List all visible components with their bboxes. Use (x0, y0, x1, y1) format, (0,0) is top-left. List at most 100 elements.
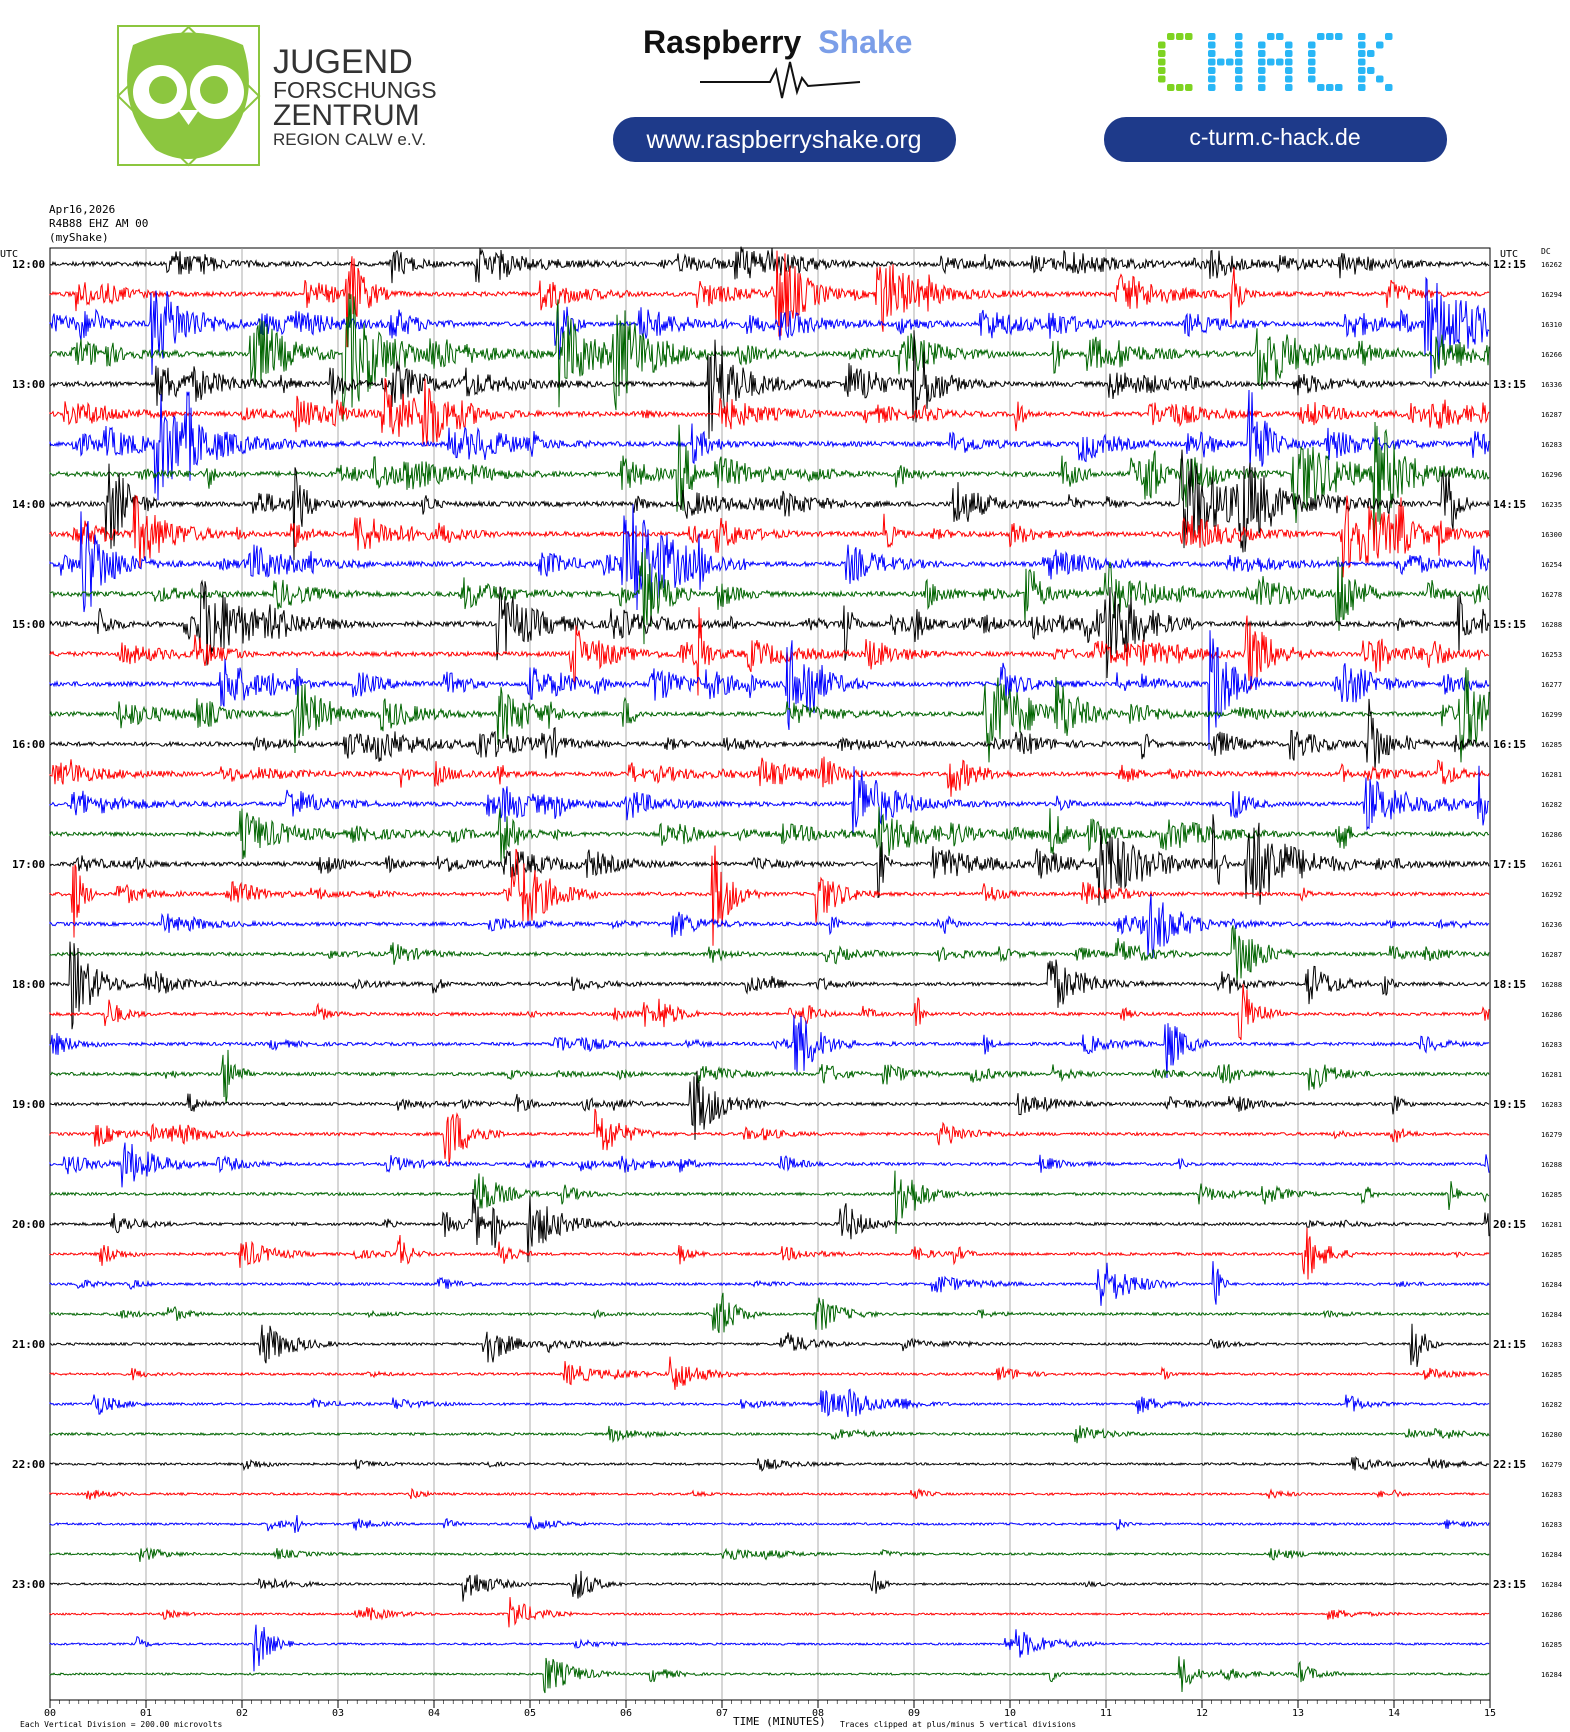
dc-value-label: 16285 (1541, 1251, 1562, 1259)
rs-title-raspberry: Raspberry (643, 24, 802, 60)
dc-value-label: 16284 (1541, 1281, 1562, 1289)
seismic-trace (49, 449, 1490, 561)
dc-value-label: 16281 (1541, 771, 1562, 779)
x-tick-label: 12 (1196, 1708, 1208, 1719)
dc-value-label: 16253 (1541, 651, 1562, 659)
left-time-label: 17:00 (12, 858, 45, 871)
footer-right: Traces clipped at plus/minus 5 vertical … (840, 1720, 1076, 1729)
seismic-trace (49, 250, 1490, 348)
owl-body-icon (127, 32, 249, 159)
seismic-trace (49, 1456, 1490, 1472)
seismic-trace (49, 845, 1490, 946)
seismic-trace (49, 1425, 1490, 1444)
dc-value-label: 16235 (1541, 501, 1562, 509)
x-tick-label: 11 (1100, 1708, 1112, 1719)
dc-value-label: 16300 (1541, 531, 1562, 539)
right-time-label: 16:15 (1493, 738, 1526, 751)
page-header: JUGEND FORSCHUNGS ZENTRUM REGION CALW e.… (0, 0, 1570, 170)
dc-value-label: 16288 (1541, 1161, 1562, 1169)
dc-value-label: 16296 (1541, 471, 1562, 479)
seismic-trace (49, 1624, 1490, 1672)
seismic-trace (49, 941, 1490, 1030)
seismic-trace (49, 607, 1490, 696)
seismic-trace (49, 1014, 1490, 1079)
seismic-trace (49, 579, 1490, 679)
seismic-trace (49, 1108, 1490, 1165)
left-time-label: 13:00 (12, 378, 45, 391)
seismic-trace (49, 1388, 1490, 1418)
chack-url-pill[interactable]: c-turm.c-hack.de (1104, 117, 1447, 162)
seismic-trace (49, 389, 1490, 501)
dc-value-label: 16285 (1541, 1641, 1562, 1649)
jfz-logo (116, 25, 261, 167)
x-tick-label: 10 (1004, 1708, 1016, 1719)
dc-value-label: 16292 (1541, 891, 1562, 899)
seismic-trace (49, 756, 1490, 797)
jfz-line-1: JUGEND (273, 43, 413, 81)
rs-seismo-icon (700, 61, 861, 99)
x-tick-label: 06 (620, 1708, 632, 1719)
dc-value-label: 16336 (1541, 381, 1562, 389)
right-time-label: 20:15 (1493, 1218, 1526, 1231)
seismic-trace (49, 1070, 1490, 1140)
time-grid (49, 247, 1491, 1701)
dc-value-label: 16283 (1541, 1521, 1562, 1529)
dc-value-label: 16294 (1541, 291, 1562, 299)
seismic-trace (49, 276, 1490, 379)
dc-value-label: 16283 (1541, 1101, 1562, 1109)
x-tick-label: 04 (428, 1708, 440, 1719)
x-tick-label: 00 (44, 1708, 56, 1719)
seismic-trace (49, 1656, 1490, 1694)
dc-value-label: 16285 (1541, 1191, 1562, 1199)
rs-url-pill[interactable]: www.raspberryshake.org (613, 117, 956, 162)
x-tick-label: 01 (140, 1708, 152, 1719)
dc-value-label: 16283 (1541, 1041, 1562, 1049)
header-logos: JUGEND FORSCHUNGS ZENTRUM REGION CALW e.… (116, 24, 1447, 167)
x-axis-label: TIME (MINUTES) (733, 1715, 826, 1728)
seismic-trace (49, 1323, 1490, 1367)
left-time-label: 18:00 (12, 978, 45, 991)
dc-axis-title: DC (1541, 247, 1551, 256)
left-time-label: 22:00 (12, 1458, 45, 1471)
dc-value-label: 16286 (1541, 1011, 1562, 1019)
dc-value-label: 16282 (1541, 1401, 1562, 1409)
dc-value-label: 16283 (1541, 441, 1562, 449)
x-tick-label: 08 (812, 1708, 824, 1719)
dc-value-label: 16266 (1541, 351, 1562, 359)
dc-value-label: 16310 (1541, 321, 1562, 329)
dc-value-label: 16286 (1541, 1611, 1562, 1619)
station-info: Apr16,2026 R4B88 EHZ AM 00 (myShake) (49, 203, 148, 244)
rs-title-shake: Shake (818, 24, 912, 60)
seismic-trace (49, 925, 1490, 983)
left-axis-title: UTC (0, 249, 18, 260)
dc-value-label: 16277 (1541, 681, 1562, 689)
seismic-trace (49, 1547, 1490, 1562)
x-tick-label: 05 (524, 1708, 536, 1719)
right-time-label: 14:15 (1493, 498, 1526, 511)
dc-value-label: 16279 (1541, 1131, 1562, 1139)
left-time-label: 14:00 (12, 498, 45, 511)
seismic-trace (49, 1188, 1490, 1263)
seismic-trace (49, 1049, 1490, 1104)
seismic-trace (49, 293, 1490, 422)
right-time-label: 17:15 (1493, 858, 1526, 871)
dc-value-label: 16284 (1541, 1581, 1562, 1589)
dc-value-label: 16254 (1541, 561, 1562, 569)
seismic-trace (49, 814, 1490, 906)
jfz-line-2: FORSCHUNGS (273, 77, 437, 103)
x-tick-label: 03 (332, 1708, 344, 1719)
dc-value-label: 16288 (1541, 621, 1562, 629)
seismic-trace (49, 806, 1490, 863)
x-tick-label: 15 (1484, 1708, 1496, 1719)
dc-value-label: 16280 (1541, 1431, 1562, 1439)
dc-value-label: 16283 (1541, 1341, 1562, 1349)
seismic-traces (49, 246, 1490, 1694)
left-time-label: 23:00 (12, 1578, 45, 1591)
left-time-label: 21:00 (12, 1338, 45, 1351)
seismic-trace (49, 667, 1490, 763)
dc-value-label: 16279 (1541, 1461, 1562, 1469)
dc-value-label: 16288 (1541, 981, 1562, 989)
x-tick-label: 13 (1292, 1708, 1304, 1719)
left-time-label: 19:00 (12, 1098, 45, 1111)
seismic-trace (49, 630, 1490, 750)
